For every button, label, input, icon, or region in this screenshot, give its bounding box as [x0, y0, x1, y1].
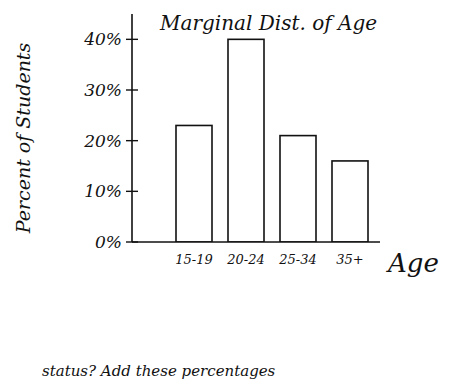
y-tick-label: 30%: [84, 80, 122, 100]
x-axis: [132, 241, 380, 243]
bar: [176, 125, 212, 242]
y-tick: [126, 89, 138, 90]
title: Marginal Dist. of Age: [159, 11, 377, 35]
y-tick: [126, 241, 138, 242]
y-tick: [126, 39, 138, 40]
bar: [332, 161, 368, 242]
x-axis-label: Age: [386, 248, 439, 278]
x-tick-label: 15-19: [175, 252, 212, 267]
y-axis-label: Percent of Students: [12, 43, 34, 235]
annotation: status? Add these percentages: [42, 362, 276, 380]
y-tick-label: 40%: [83, 29, 122, 49]
y-tick-label: 10%: [84, 181, 122, 201]
bars: [176, 39, 368, 242]
y-tick: [126, 191, 138, 192]
y-tick-label: 0%: [95, 232, 122, 252]
x-tick-label: 35+: [336, 252, 363, 267]
x-tick-label: 25-34: [278, 252, 316, 267]
x-tick-label: 20-24: [226, 252, 264, 267]
y-tick-label: 20%: [83, 131, 122, 151]
chart: Marginal Dist. of Age Percent of Students…: [0, 0, 476, 383]
y-tick: [126, 140, 138, 141]
bar: [280, 136, 316, 242]
bar: [228, 39, 264, 242]
y-axis: [131, 14, 133, 242]
